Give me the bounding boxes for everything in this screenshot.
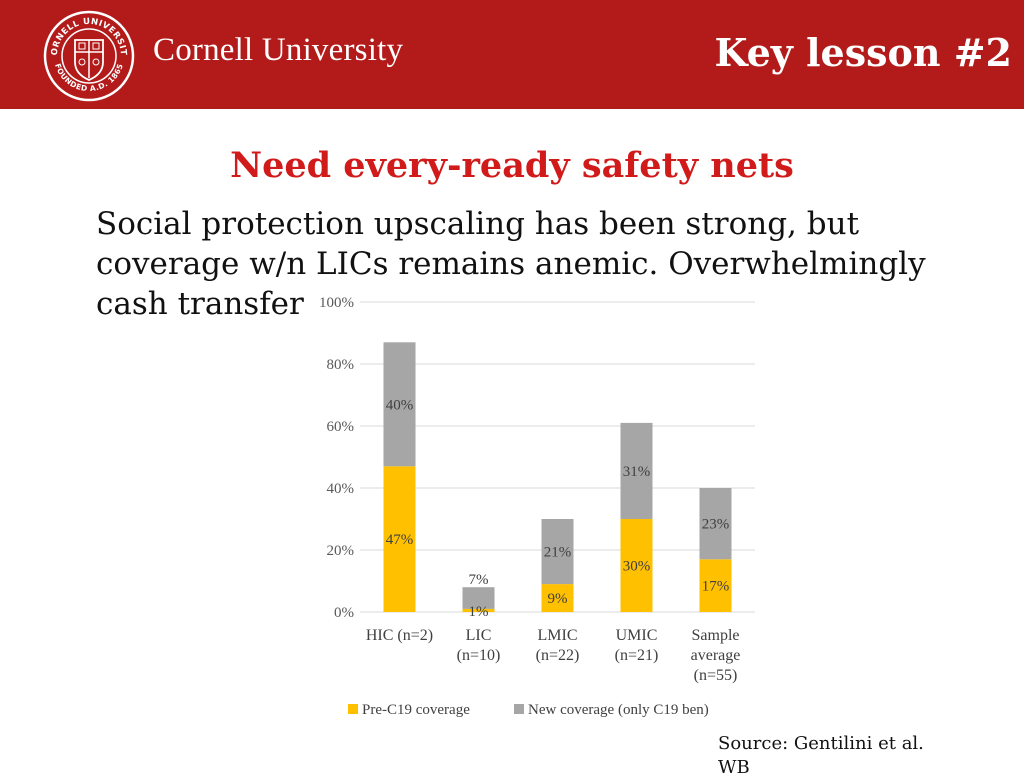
bar-pre-c19 — [620, 519, 653, 612]
header-bar: CORNELL UNIVERSITY FOUNDED A.D. 1865 Cor… — [0, 0, 1024, 109]
slide-subtitle: Need every-ready safety nets — [230, 145, 794, 186]
y-tick-label: 20% — [327, 543, 355, 559]
x-category-label: (n=22) — [536, 647, 580, 664]
data-label-new: 7% — [469, 572, 489, 588]
bar-new-coverage — [462, 587, 495, 609]
x-category-label: (n=21) — [615, 647, 659, 664]
bar-new-coverage — [541, 519, 574, 585]
x-category-label: Sample — [692, 627, 740, 644]
data-label-pre: 30% — [623, 559, 651, 575]
data-label-pre: 9% — [548, 591, 568, 607]
data-label-new: 23% — [702, 517, 730, 533]
y-tick-label: 80% — [327, 357, 355, 373]
slide-body-text: Social protection upscaling has been str… — [96, 206, 926, 322]
bar-pre-c19 — [541, 584, 574, 612]
bar-pre-c19 — [462, 608, 495, 612]
y-tick-label: 40% — [327, 481, 355, 497]
y-tick-label: 60% — [327, 419, 355, 435]
legend-label-pre: Pre-C19 coverage — [362, 702, 470, 718]
legend-swatch-pre — [348, 704, 358, 714]
x-category-label: average — [691, 647, 741, 664]
bar-new-coverage — [699, 488, 732, 560]
x-category-label: LIC — [466, 627, 492, 644]
bar-new-coverage — [383, 342, 416, 467]
data-label-new: 31% — [623, 464, 651, 480]
legend-swatch-new — [514, 704, 524, 714]
y-tick-label: 0% — [334, 605, 354, 621]
x-category-label: (n=10) — [457, 647, 501, 664]
data-label-pre: 47% — [386, 532, 414, 548]
data-label-new: 40% — [386, 397, 414, 413]
data-label-new: 21% — [544, 545, 572, 561]
bar-pre-c19 — [383, 466, 416, 612]
bar-pre-c19 — [699, 559, 732, 612]
coverage-bar-chart: 0% 20% 40% 60% 80% 100% 47% 40% HIC (n=2) 1% 7% LIC… — [319, 295, 755, 718]
cornell-seal-logo: CORNELL UNIVERSITY FOUNDED A.D. 1865 — [43, 10, 135, 102]
data-label-pre: 17% — [702, 579, 730, 595]
legend-label-new: New coverage (only C19 ben) — [528, 702, 709, 718]
bar-new-coverage — [620, 422, 653, 519]
university-name: Cornell University — [153, 32, 404, 68]
x-category-label: HIC (n=2) — [366, 627, 433, 644]
source-note: Source: Gentilini et al. WB — [718, 733, 924, 778]
data-label-pre: 1% — [469, 604, 489, 620]
lesson-title: Key lesson #2 — [714, 30, 1012, 75]
x-category-label: (n=55) — [694, 667, 738, 684]
y-tick-label: 100% — [319, 295, 354, 311]
x-category-label: UMIC — [616, 627, 658, 644]
x-category-label: LMIC — [538, 627, 578, 644]
